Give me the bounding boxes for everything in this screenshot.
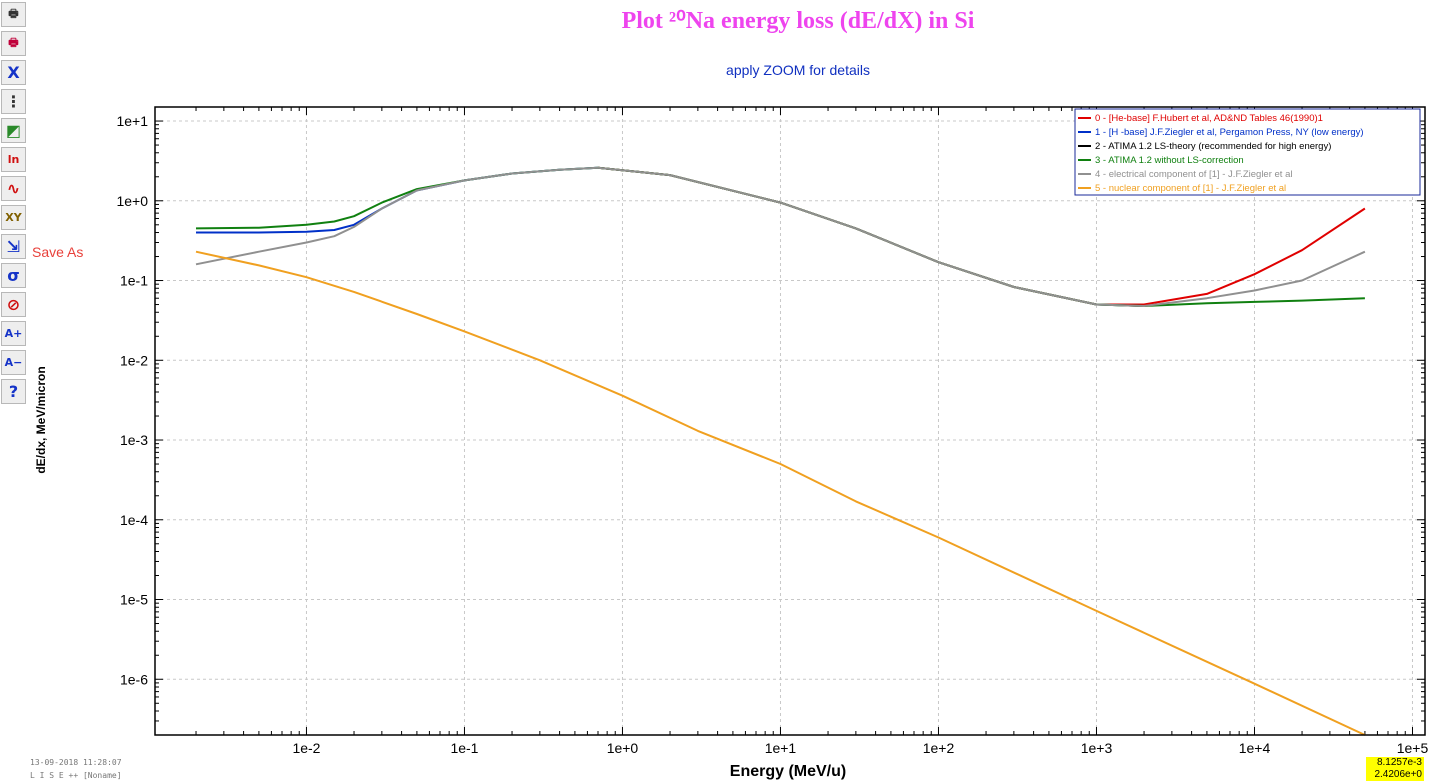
y-tick-label: 1e-2 — [120, 352, 148, 368]
zoom-off-icon[interactable]: ⊘ — [1, 292, 26, 317]
series-line-5 — [195, 250, 1366, 736]
help-icon[interactable]: ? — [1, 379, 26, 404]
y-tick-label: 1e-4 — [120, 512, 148, 528]
x-tick-label: 1e+2 — [923, 740, 955, 756]
x-tick-label: 1e+4 — [1239, 740, 1271, 756]
grid-scale-icon[interactable]: ⋮ — [1, 89, 26, 114]
plot-background — [155, 107, 1425, 735]
x-tick-label: 1e+0 — [607, 740, 639, 756]
status-program: L I S E ++ [Noname] — [30, 771, 122, 780]
cursor-coordinates: 8.1257e-3 2.4206e+0 — [1366, 757, 1424, 781]
plot-frame — [154, 106, 1426, 736]
x-axis-label: Energy (MeV/u) — [730, 763, 846, 780]
x-tick-label: 1e-1 — [450, 740, 478, 756]
print-color-icon[interactable]: 🖶 — [1, 31, 26, 56]
ln-plot-icon[interactable]: ln — [1, 147, 26, 172]
legend-entry: 0 - [He-base] F.Hubert et al, AD&ND Tabl… — [1095, 113, 1323, 124]
y-tick-label: 1e-6 — [120, 671, 148, 687]
y-tick-label: 1e-5 — [120, 592, 148, 608]
font-increase-icon[interactable]: A+ — [1, 321, 26, 346]
legend-entry: 3 - ATIMA 1.2 without LS-correction — [1095, 155, 1244, 166]
chart-subtitle: apply ZOOM for details — [726, 62, 870, 78]
y-tick-label: 1e+0 — [116, 193, 148, 209]
legend-entry: 2 - ATIMA 1.2 LS-theory (recommended for… — [1095, 141, 1331, 152]
x-tick-label: 1e+3 — [1081, 740, 1113, 756]
x-tick-label: 1e-2 — [292, 740, 320, 756]
y-axis-label: dE/dx, MeV/micron — [34, 366, 48, 473]
clear-x-icon[interactable]: X — [1, 60, 26, 85]
font-decrease-icon[interactable]: A− — [1, 350, 26, 375]
legend-entry: 1 - [H -base] J.F.Ziegler et al, Pergamo… — [1095, 127, 1364, 138]
legend-entry: 5 - nuclear component of [1] - J.F.Ziegl… — [1095, 183, 1286, 194]
curve-fit-icon[interactable]: ∿ — [1, 176, 26, 201]
legend-entry: 4 - electrical component of [1] - J.F.Zi… — [1095, 169, 1292, 180]
save-as-icon[interactable]: ⇲ — [1, 234, 26, 259]
xy-data-icon[interactable]: XY — [1, 205, 26, 230]
statistics-icon[interactable]: σ — [1, 263, 26, 288]
cursor-x: 8.1257e-3 — [1376, 757, 1422, 768]
save-as-label[interactable]: Save As — [32, 244, 84, 260]
cursor-y: 2.4206e+0 — [1374, 769, 1422, 780]
x-tick-label: 1e+5 — [1397, 740, 1429, 756]
y-tick-label: 1e-1 — [120, 273, 148, 289]
chart-title: Plot ²⁰Na energy loss (dE/dX) in Si — [622, 8, 975, 34]
color-palette-icon[interactable]: ◩ — [1, 118, 26, 143]
legend-box — [1074, 108, 1421, 196]
y-tick-label: 1e-3 — [120, 432, 148, 448]
legend: 0 - [He-base] F.Hubert et al, AD&ND Tabl… — [1074, 108, 1421, 196]
status-date: 13-09-2018 11:28:07 — [30, 758, 122, 767]
plot-area[interactable]: 1e-2 1e-1 1e+0 1e+1 1e+2 1e+3 1e+4 1e+5 1e-6 1e-5… — [116, 106, 1429, 756]
toolbar: 🖶 🖶 X ⋮ ◩ ln ∿ XY ⇲ σ ⊘ A+ A−? — [0, 0, 28, 410]
series-line-4 — [195, 166, 1366, 307]
print-icon[interactable]: 🖶 — [1, 2, 26, 27]
y-tick-label: 1e+1 — [116, 113, 148, 129]
x-tick-label: 1e+1 — [765, 740, 797, 756]
